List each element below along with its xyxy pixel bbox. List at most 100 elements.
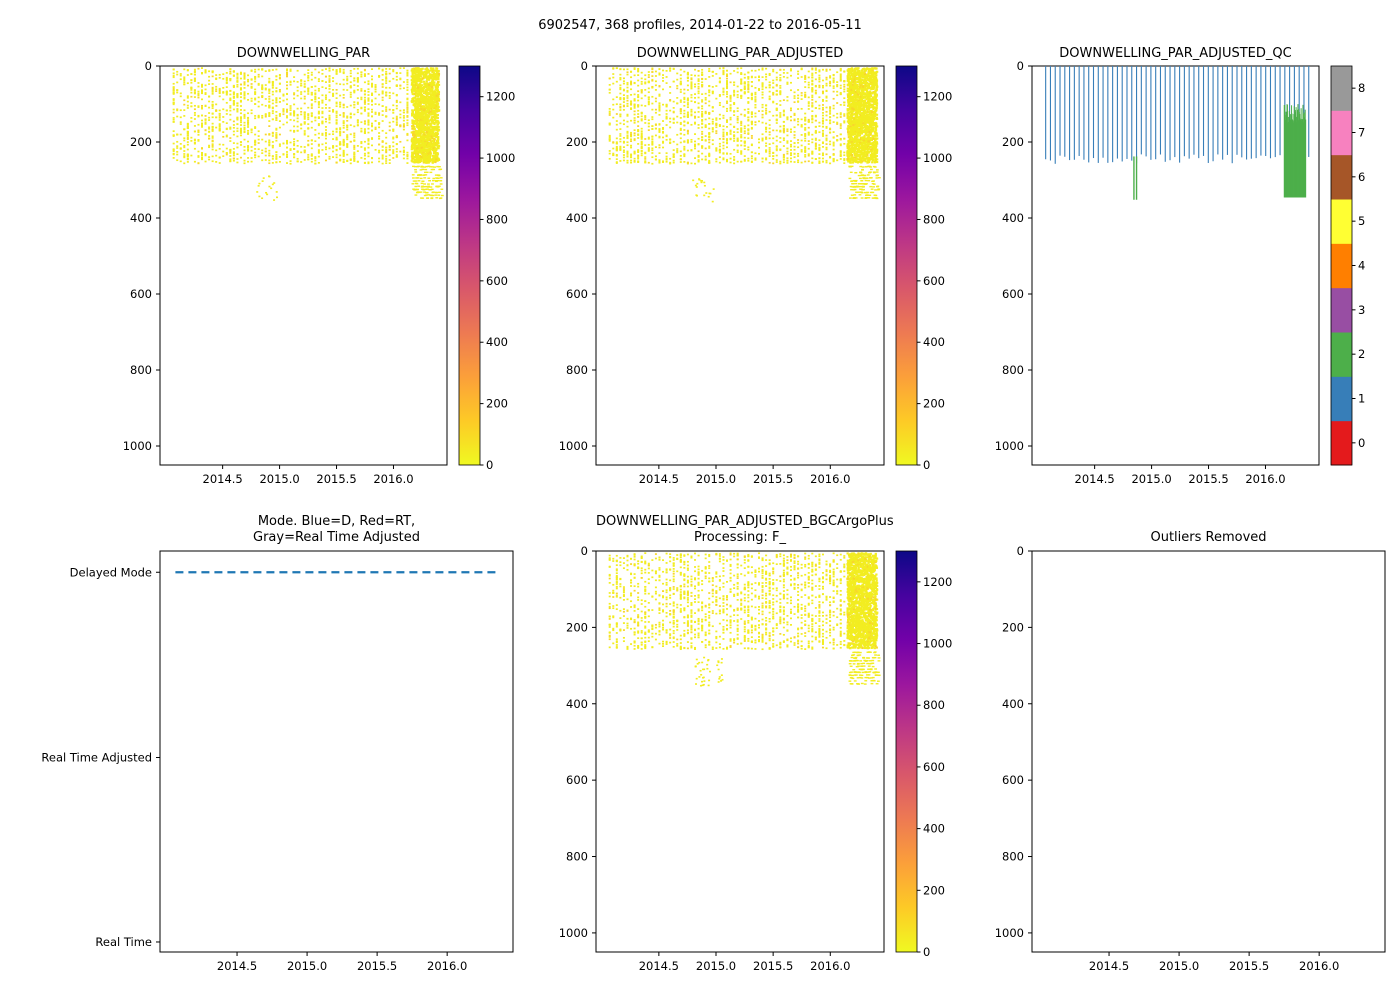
subplot-mode: 2014.5 2015.0 2015.5 2016.0 Delayed Mode Real…: [41, 550, 514, 973]
x-tick-label: 2014.5: [203, 472, 243, 486]
title-outliers-removed: Outliers Removed: [1150, 530, 1267, 545]
colorbar-gradient: [458, 65, 481, 466]
colorbar-tick-label: 0: [486, 458, 493, 472]
x-tick-label: 2015.0: [1131, 472, 1171, 486]
y-category-label: Real Time: [95, 935, 152, 949]
colorbar-tick-label: 200: [923, 397, 945, 411]
x-tick-label: 2015.5: [1229, 959, 1269, 973]
x-tick-label: 2016.0: [810, 959, 850, 973]
colorbar-tick-label: 3: [1358, 303, 1365, 317]
x-tick-label: 2014.5: [639, 472, 679, 486]
colorbar-tick-label: 600: [923, 274, 945, 288]
x-tick-label: 2015.5: [357, 959, 397, 973]
colorbar-tick-label: 800: [486, 212, 508, 226]
colorbar-tick-label: 0: [1358, 436, 1365, 450]
colorbar-tick-label: 400: [923, 822, 945, 836]
colorbar-tick-label: 7: [1358, 126, 1365, 140]
y-tick-label: 800: [1002, 363, 1024, 377]
y-tick-label: 200: [566, 620, 588, 634]
x-tick-label: 2016.0: [810, 472, 850, 486]
x-tick-label: 2015.5: [753, 472, 793, 486]
colorbar-tick-label: 1200: [923, 90, 952, 104]
y-tick-label: 200: [566, 135, 588, 149]
colorbar-tick-label: 0: [923, 945, 930, 959]
y-tick-label: 0: [581, 544, 588, 558]
y-tick-label: 800: [1002, 850, 1024, 864]
colorbar-gradient: [895, 550, 918, 953]
axes-frame: [1031, 550, 1386, 953]
colorbar-segment: [1331, 287, 1352, 333]
colorbar-gradient: [895, 65, 918, 466]
y-tick-label: 400: [1002, 211, 1024, 225]
y-tick-label: 1000: [559, 926, 588, 940]
y-category-label: Real Time Adjusted: [41, 751, 152, 765]
y-tick-label: 600: [1002, 287, 1024, 301]
colorbar-tick-label: 1200: [486, 90, 515, 104]
x-tick-label: 2016.0: [1245, 472, 1285, 486]
y-tick-label: 200: [1002, 135, 1024, 149]
y-tick-label: 600: [566, 773, 588, 787]
y-tick-label: 1000: [559, 439, 588, 453]
y-tick-label: 1000: [995, 439, 1024, 453]
colorbar-tick-label: 800: [923, 698, 945, 712]
x-tick-label: 2016.0: [373, 472, 413, 486]
colorbar-tick-label: 600: [486, 274, 508, 288]
colorbar-adj: 0 200 400 600 800 1000 1200: [895, 65, 952, 472]
x-tick-label: 2014.5: [217, 959, 257, 973]
axes-frame: [595, 550, 885, 953]
y-tick-label: 200: [130, 135, 152, 149]
y-tick-label: 400: [566, 211, 588, 225]
y-tick-label: 400: [566, 697, 588, 711]
y-tick-label: 400: [1002, 697, 1024, 711]
colorbar-segment: [1331, 420, 1352, 466]
y-tick-label: 800: [566, 363, 588, 377]
colorbar-par: 0 200 400 600 800 1000 1200: [458, 65, 515, 472]
colorbar-tick-label: 400: [486, 335, 508, 349]
colorbar-tick-label: 1000: [923, 637, 952, 651]
subplot-par: 2014.5 2015.0 2015.5 2016.0 0 200 400 600 800 100…: [123, 59, 516, 486]
subplot-outliers: 2014.5 2015.0 2015.5 2016.0 0 200 400 600 800 100…: [995, 544, 1386, 973]
colorbar-tick-label: 0: [923, 458, 930, 472]
colorbar-segment: [1331, 243, 1352, 289]
title-bgc-line1: DOWNWELLING_PAR_ADJUSTED_BGCArgoPlus: [596, 514, 894, 529]
colorbar-segment: [1331, 332, 1352, 377]
figure-title: 6902547, 368 profiles, 2014-01-22 to 201…: [538, 18, 862, 33]
colorbar-tick-label: 1: [1358, 392, 1365, 406]
x-tick-label: 2016.0: [1299, 959, 1339, 973]
colorbar-tick-label: 8: [1358, 81, 1365, 95]
x-tick-label: 2016.0: [427, 959, 467, 973]
colorbar-tick-label: 1200: [923, 575, 952, 589]
x-tick-label: 2015.5: [316, 472, 356, 486]
y-tick-label: 600: [1002, 773, 1024, 787]
x-tick-label: 2014.5: [1089, 959, 1129, 973]
title-downwelling-par-adjusted: DOWNWELLING_PAR_ADJUSTED: [636, 46, 844, 61]
colorbar-segment: [1331, 376, 1352, 422]
colorbar-qc: 0 1 2 3 4 5 6 7 8: [1330, 65, 1365, 466]
colorbar-segment: [1331, 199, 1352, 244]
x-tick-label: 2014.5: [1075, 472, 1115, 486]
title-mode-line1: Mode. Blue=D, Red=RT,: [257, 514, 416, 529]
y-tick-label: 0: [145, 59, 152, 73]
y-category-label: Delayed Mode: [70, 565, 152, 579]
x-tick-label: 2014.5: [639, 959, 679, 973]
colorbar-tick-label: 1000: [923, 151, 952, 165]
title-downwelling-par-adjusted-qc: DOWNWELLING_PAR_ADJUSTED_QC: [1059, 46, 1292, 61]
colorbar-tick-label: 1000: [486, 151, 515, 165]
x-tick-label: 2015.5: [753, 959, 793, 973]
colorbar-segment: [1331, 66, 1352, 111]
colorbar-tick-label: 4: [1358, 259, 1365, 273]
y-tick-label: 600: [566, 287, 588, 301]
y-tick-label: 400: [130, 211, 152, 225]
colorbar-tick-label: 200: [486, 397, 508, 411]
subplot-adj: 2014.5 2015.0 2015.5 2016.0 0 200 400 600 800 100…: [559, 59, 953, 486]
colorbar-tick-label: 2: [1358, 347, 1365, 361]
y-tick-label: 800: [130, 363, 152, 377]
scatter-points: [172, 67, 444, 201]
axes-frame: [1031, 65, 1320, 466]
colorbar-tick-label: 600: [923, 760, 945, 774]
x-tick-label: 2015.0: [287, 959, 327, 973]
axes-frame: [595, 65, 885, 466]
y-tick-label: 0: [581, 59, 588, 73]
y-tick-label: 1000: [123, 439, 152, 453]
